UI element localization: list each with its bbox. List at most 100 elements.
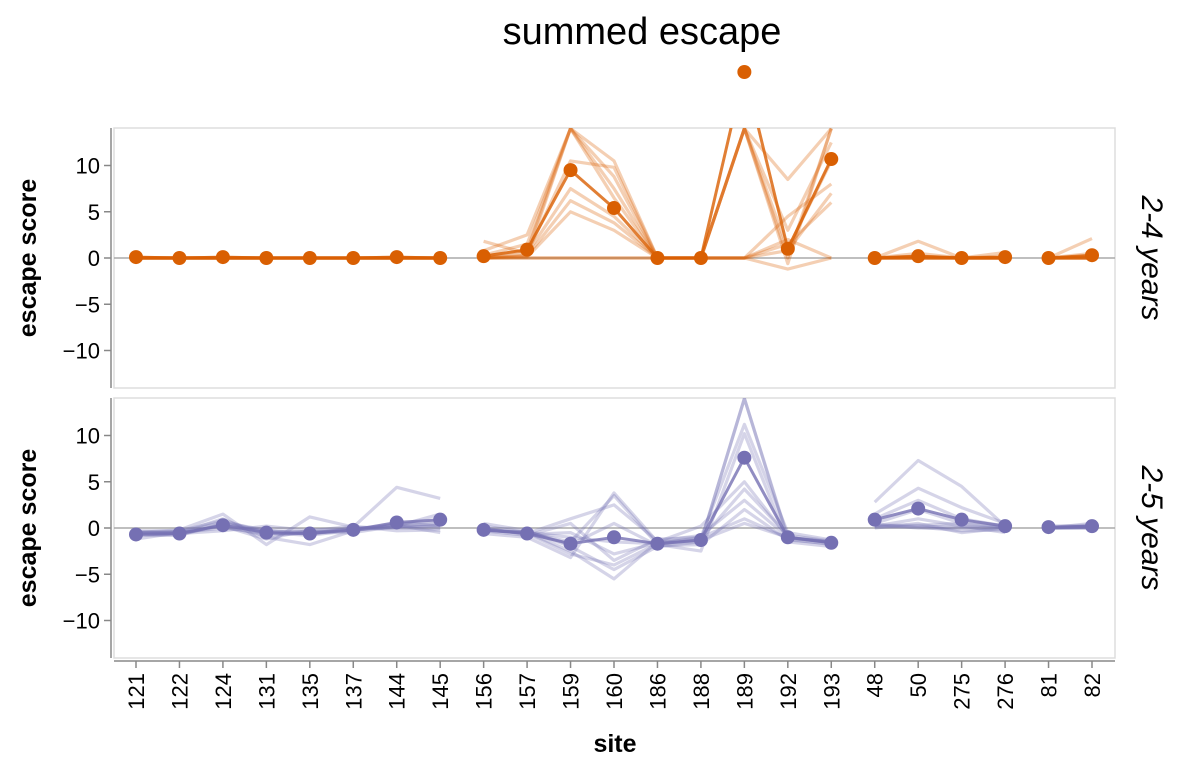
summed-line [874,507,1006,528]
x-tick-label: 156 [472,673,497,710]
summed-escape-point: 189: 20.3 [737,65,752,79]
individual-lines [135,398,1093,581]
summed-line [874,254,1006,260]
individual-line [874,525,1006,533]
summed-escape-point: 189: 7.6 [737,450,752,465]
individual-line [874,521,1006,529]
summed-escape-point: 48: 0.9 [867,512,882,527]
summed-escape-point: 275: 0 [954,251,969,265]
summed-line [135,255,441,260]
x-tick-label: 135 [298,673,323,710]
summed-escape-point: 81: 0.1 [1041,520,1056,535]
individual-line [873,458,1007,528]
x-tick-label: 160 [602,673,627,710]
x-tick-label: 157 [515,673,540,710]
summed-escape-point: 124: 0.1 [215,250,230,265]
summed-escape-point: 135: -0.6 [302,526,317,541]
chart-title: summed escape [503,11,782,53]
summed-escape-point: 160: 5.4 [607,201,621,216]
summed-escape-point: 157: 0.9 [520,242,535,257]
x-tick-label: 124 [211,673,236,710]
individual-line [874,507,1006,530]
summed-escape-point: 145: 0.9 [433,512,448,527]
y-axis-title: escape score [14,449,42,608]
summed-escape-point: 276: 0.2 [998,519,1013,534]
individual-line [1047,237,1093,260]
y-tick-label: 10 [76,424,100,449]
y-tick-label: 0 [88,246,100,271]
y-tick-label: −10 [63,339,100,364]
x-tick-label: 193 [819,673,844,710]
individual-line [874,521,1006,535]
facet-label: 2-5 years [1135,464,1168,590]
summed-escape-point: 160: -1 [607,530,621,545]
summed-escape-point: 131: -0.5 [259,525,274,540]
summed-escape-point: 159: -1.7 [563,536,578,551]
individual-line [874,522,1006,530]
summed-escape-point: 122: 0 [172,251,187,265]
summed-escape-point: 122: -0.6 [172,526,187,541]
summed-escape-point: 192: 1 [780,241,795,256]
x-tick-label: 159 [559,673,584,710]
x-tick-label: 144 [385,673,410,710]
x-axis-title: site [593,730,636,758]
x-tick-label: 275 [950,673,975,710]
summed-escape-point: 276: 0.1 [998,250,1013,265]
summed-escape-point: 121: -0.7 [129,527,143,542]
individual-line [873,486,1006,525]
x-tick-label: 82 [1080,673,1105,697]
y-tick-label: 10 [76,154,100,179]
summed-escape-point: 145: 0 [433,251,448,265]
summed-escape-point: 188: 0 [693,251,708,265]
individual-line [874,517,1006,535]
y-tick-label: 5 [88,200,100,225]
summed-escape-point: 82: 0.3 [1085,248,1099,263]
summed-line [1048,253,1093,260]
y-tick-label: 0 [88,516,100,541]
summed-escape-point: 50: 2.1 [911,501,926,516]
summed-escape-point: 188: -1.3 [693,533,708,548]
facet-panel-0: 10 5 0 −5 −10 escape score 2-4 years 121: 0.1 12… [14,65,1168,389]
summed-escape-point: 48: 0 [867,251,882,265]
x-tick-label: 276 [993,673,1018,710]
summed-escape-point: 50: 0.2 [911,249,926,264]
y-tick-label: −10 [63,609,100,634]
summed-escape-point: 131: 0 [259,251,274,265]
summed-escape-point: 275: 0.9 [954,512,969,527]
summed-escape-point: 193: -1.6 [824,535,839,550]
x-tick-label: 48 [863,673,888,697]
summed-escape-point: 135: 0 [302,251,317,265]
summed-escape-point: 81: 0 [1041,251,1056,265]
summed-escape-point: 186: 0 [650,251,665,265]
summed-line [1048,524,1093,529]
x-tick-label: 188 [689,673,714,710]
x-tick-label: 186 [645,673,670,710]
summed-escape-point: 156: -0.2 [476,522,491,537]
x-tick-label: 137 [341,673,366,710]
facet-label: 2-4 years [1135,194,1168,320]
individual-lines [135,128,1093,271]
summed-escape-point: 121: 0.1 [129,250,143,265]
y-axis-title: escape score [14,179,42,338]
summed-escape-point: 193: 10.7 [824,152,839,167]
summed-escape-point: 157: -0.6 [520,526,535,541]
summed-escape-point: 192: -1 [780,530,795,545]
x-tick-label: 192 [776,673,801,710]
facet-panel-1: 10 5 0 −5 −10 escape score 2-5 years 121: -0.7 1… [14,397,1168,659]
summed-line [135,518,441,536]
x-tick-label: 122 [167,673,192,710]
y-tick-label: −5 [75,292,100,317]
facets: 10 5 0 −5 −10 escape score 2-4 years 121: 0.1 12… [14,65,1168,659]
x-axis: 121 122 124 131 135 137 144 145 156 157 159 160 186 1… [114,660,1115,710]
x-tick-label: 121 [124,673,149,710]
summed-escape-point: 124: 0.3 [215,518,230,533]
individual-line [135,485,441,547]
x-tick-label: 50 [906,673,931,697]
summed-escape-point: 137: -0.2 [346,522,361,537]
x-tick-label: 145 [428,673,453,710]
individual-line [874,239,1006,260]
summed-escape-point: 82: 0.2 [1085,519,1099,534]
summed-escape-point: 144: 0.1 [389,250,404,265]
x-tick-label: 131 [254,673,279,710]
